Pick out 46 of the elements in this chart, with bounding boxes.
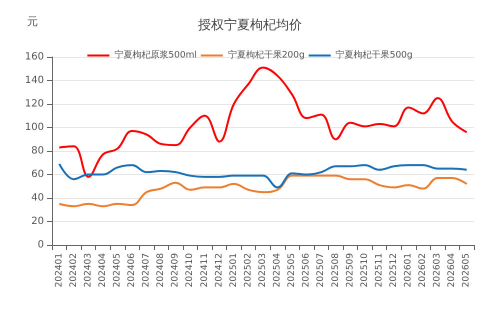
x-tick-label: 202510 [360,252,370,288]
y-tick-label: 60 [31,169,44,180]
x-tick-label: 202501 [228,253,239,288]
x-tick-label: 202503 [258,253,268,288]
x-tick-label: 202403 [83,253,94,288]
y-tick-label: 20 [31,216,44,227]
x-tick-label: 202508 [330,252,341,288]
x-tick-label: 202402 [68,253,79,288]
line-series [58,162,468,188]
y-tick-label: 160 [24,52,44,62]
x-tick-label: 202401 [54,253,64,288]
x-tick-label: 202601 [404,253,414,288]
legend-label: 宁夏枸杞干果500g [336,50,413,60]
x-tick-label: 202411 [200,253,210,288]
x-tick-label: 202405 [112,253,122,288]
chart-title: 授权宁夏枸杞均价 [198,17,302,33]
legend-label: 宁夏枸杞干果200g [228,50,305,60]
x-tick-label: 202505 [287,253,298,288]
x-tick-label: 202604 [447,252,458,288]
x-tick-label: 202412 [214,253,224,288]
x-tick-label: 202603 [432,253,443,288]
x-tick-label: 202511 [374,253,384,288]
x-tick-label: 202507 [316,253,326,288]
y-tick-label: 40 [31,192,44,204]
x-tick-label: 202408 [156,252,166,288]
x-tick-label: 202407 [142,253,152,288]
y-tick-label: 140 [24,75,44,86]
x-tick-label: 202509 [345,252,356,288]
x-tick-label: 202512 [388,253,399,288]
x-tick-label: 202506 [302,252,312,288]
y-tick-label: 80 [31,146,44,156]
line-series [58,66,468,178]
x-tick-label: 202602 [418,253,428,288]
legend-label: 宁夏枸杞原浆500ml [114,50,197,60]
x-tick-label: 202409 [170,252,181,288]
x-tick-label: 202502 [243,253,254,288]
x-tick-label: 202404 [98,252,108,288]
x-tick-label: 202605 [462,253,472,288]
y-axis-title: 元 [27,15,38,28]
x-tick-label: 202406 [127,252,138,288]
x-tick-label: 202504 [272,252,283,288]
line-series [58,174,468,208]
y-tick-label: 0 [38,240,44,250]
x-tick-label: 202410 [185,252,196,288]
y-tick-label: 100 [24,122,44,133]
y-tick-label: 120 [24,98,44,110]
